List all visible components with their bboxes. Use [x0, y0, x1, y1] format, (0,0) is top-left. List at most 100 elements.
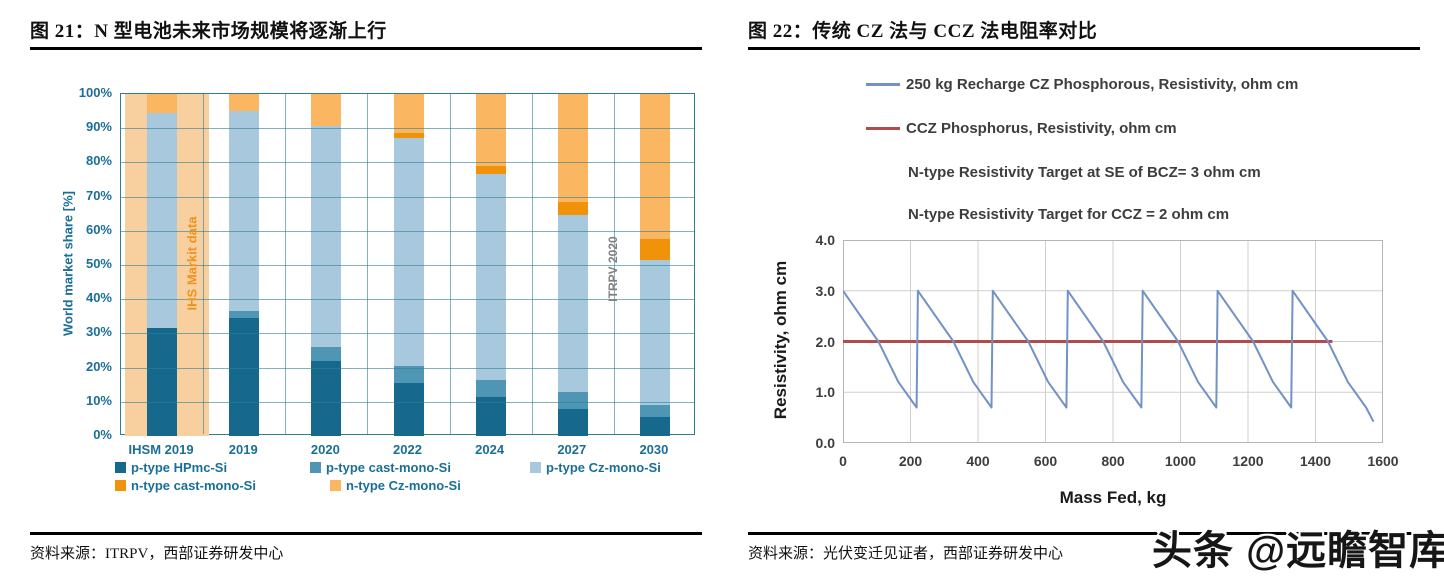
bar-segment: [475, 379, 506, 397]
ihs-markit-annotation: IHS Markit data: [184, 216, 200, 311]
figure21-panel: 图 21：N 型电池未来市场规模将逐渐上行 World market share…: [30, 10, 706, 570]
y-tick-label: 100%: [78, 85, 112, 100]
figure21-source: 资料来源：ITRPV，西部证券研发中心: [30, 546, 284, 562]
figure21-title: 图 21：N 型电池未来市场规模将逐渐上行: [30, 21, 387, 42]
bar-segment: [229, 311, 260, 318]
x-tick-label: 1200: [1232, 453, 1264, 469]
ccz-legend-label: CCZ Phosphorus, Resistivity, ohm cm: [906, 120, 1177, 137]
bar-segment: [639, 94, 670, 240]
bar-segment: [557, 391, 588, 409]
recharge-cz-sawtooth-line: [842, 289, 1375, 423]
horizontal-gridline: [121, 401, 694, 403]
x-tick-label: 1400: [1299, 453, 1332, 469]
x-tick-label: 2027: [557, 442, 587, 457]
vertical-gridline: [531, 94, 533, 434]
figure22-note-ccz-target: N-type Resistivity Target for CCZ = 2 oh…: [908, 206, 1230, 223]
ccz-line-swatch: [866, 127, 900, 130]
vertical-gridline: [203, 94, 205, 434]
bar-segment: [557, 408, 588, 436]
horizontal-gridline: [121, 333, 694, 335]
bar-segment: [639, 239, 670, 260]
bar-segment: [393, 133, 424, 139]
y-tick-label: 1.0: [815, 384, 835, 401]
vertical-gridline: [613, 94, 615, 434]
figure22-title-rule: [748, 47, 1420, 50]
itrpv-2020-annotation: ITRPV 2020: [606, 236, 620, 302]
legend-swatch: [115, 480, 126, 491]
y-tick-label: 2.0: [815, 333, 835, 350]
figure21-bottom-rule: [30, 532, 702, 535]
legend-swatch: [115, 462, 126, 473]
bar-segment: [639, 405, 670, 418]
legend-item: p-type cast-mono-Si: [310, 460, 451, 475]
y-tick-label: 10%: [85, 392, 112, 408]
resistivity-chart-svg: [842, 239, 1384, 444]
x-tick-label: 2022: [393, 442, 422, 457]
bar-segment: [229, 318, 260, 436]
bar-segment: [393, 138, 424, 366]
y-tick-label: 0.0: [815, 435, 835, 451]
horizontal-gridline: [121, 299, 694, 301]
bar-segment: [229, 111, 260, 312]
bar-segment: [475, 174, 506, 380]
legend-swatch: [330, 480, 341, 491]
bar-segment: [393, 365, 424, 383]
x-tick-label: 2030: [639, 442, 669, 457]
figure22-title: 图 22：传统 CZ 法与 CCZ 法电阻率对比: [748, 21, 1098, 42]
figure22-plot-area: [842, 239, 1384, 444]
x-tick-label: 800: [1101, 453, 1125, 469]
bar-segment: [311, 126, 342, 348]
vertical-gridline: [285, 94, 287, 434]
figure22-panel: 图 22：传统 CZ 法与 CCZ 法电阻率对比 250 kg Recharge…: [748, 10, 1424, 570]
y-tick-label: 80%: [85, 153, 112, 169]
y-tick-label: 3.0: [815, 282, 835, 299]
y-tick-label: 70%: [85, 187, 112, 203]
recharge-cz-legend-label: 250 kg Recharge CZ Phosphorous, Resistiv…: [906, 76, 1299, 93]
bar-segment: [639, 259, 670, 406]
legend-label: p-type cast-mono-Si: [326, 460, 451, 475]
figure22-source: 资料来源：光伏变迁见证者，西部证券研发中心: [748, 546, 1064, 562]
bar-segment: [475, 165, 506, 175]
bar-segment: [557, 201, 588, 216]
figure22-note-bcz-target: N-type Resistivity Target at SE of BCZ= …: [908, 164, 1261, 181]
vertical-gridline: [449, 94, 451, 434]
legend-item: n-type Cz-mono-Si: [330, 478, 461, 493]
bar-segment: [229, 94, 260, 112]
x-tick-label: 400: [966, 453, 990, 469]
legend-swatch: [530, 462, 541, 473]
bar-segment: [147, 112, 178, 329]
figure22-legend-item-recharge-cz: 250 kg Recharge CZ Phosphorous, Resistiv…: [866, 76, 1298, 93]
y-tick-label: 90%: [85, 119, 112, 135]
y-tick-label: 4.0: [815, 232, 835, 248]
bar-segment: [557, 215, 588, 392]
bar-segment: [475, 396, 506, 436]
bar-segment: [147, 328, 178, 436]
y-tick-label: 60%: [85, 221, 112, 237]
figure21-plot-area: IHS Markit data ITRPV 2020: [120, 93, 695, 436]
x-tick-label: 0: [839, 453, 847, 469]
x-tick-label: IHSM 2019: [128, 442, 194, 457]
x-tick-label: 2019: [228, 442, 258, 457]
bar-segment: [147, 94, 178, 113]
bar-segment: [393, 382, 424, 436]
legend-swatch: [310, 462, 321, 473]
horizontal-gridline: [121, 367, 694, 369]
x-tick-label: 200: [898, 453, 923, 469]
figure22-x-axis-label: Mass Fed, kg: [1059, 488, 1167, 507]
horizontal-gridline: [121, 230, 694, 232]
horizontal-gridline: [121, 196, 694, 198]
recharge-cz-line-swatch: [866, 83, 900, 86]
y-tick-label: 40%: [85, 290, 112, 306]
horizontal-gridline: [121, 265, 694, 266]
bar-segment: [393, 94, 424, 134]
x-tick-label: 2020: [310, 442, 340, 457]
legend-item: p-type HPmc-Si: [115, 460, 227, 475]
y-tick-label: 20%: [85, 358, 112, 374]
figure21-title-rule: [30, 47, 702, 50]
figure22-legend-item-ccz: CCZ Phosphorus, Resistivity, ohm cm: [866, 120, 1177, 137]
legend-item: n-type cast-mono-Si: [115, 478, 256, 493]
legend-label: n-type cast-mono-Si: [131, 478, 256, 493]
legend-label: p-type HPmc-Si: [131, 460, 228, 475]
legend-label: p-type Cz-mono-Si: [546, 460, 661, 475]
